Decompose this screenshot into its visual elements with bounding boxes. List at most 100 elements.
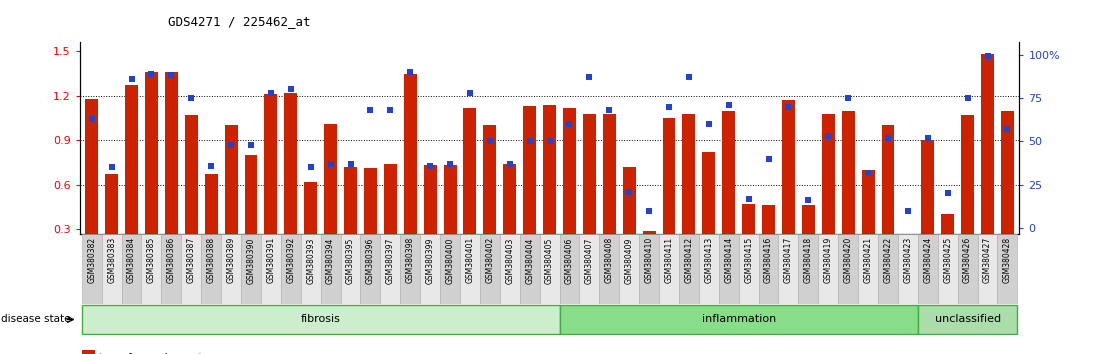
Text: GSM380400: GSM380400 [445, 237, 454, 284]
Text: GSM380421: GSM380421 [863, 237, 873, 283]
Bar [583, 114, 596, 274]
Point [859, 170, 876, 175]
Text: GSM380426: GSM380426 [963, 237, 972, 284]
Bar [380, 234, 400, 304]
Point [281, 86, 299, 92]
Point [123, 76, 141, 82]
Text: GSM380388: GSM380388 [207, 237, 216, 283]
Text: GSM380385: GSM380385 [147, 237, 156, 284]
Text: GSM380404: GSM380404 [525, 237, 534, 284]
Text: GSM380389: GSM380389 [226, 237, 236, 284]
Bar [902, 253, 914, 274]
Text: GSM380413: GSM380413 [705, 237, 714, 284]
Bar [782, 100, 794, 274]
Bar [523, 106, 536, 274]
Bar [260, 234, 280, 304]
Text: unclassified: unclassified [934, 314, 1001, 325]
Bar [560, 305, 917, 334]
Point [919, 135, 936, 141]
Text: GSM380410: GSM380410 [645, 237, 654, 284]
Bar [225, 125, 237, 274]
Bar [977, 234, 997, 304]
Point [938, 190, 956, 196]
Point [820, 133, 838, 139]
Point [381, 107, 399, 113]
Bar [839, 234, 858, 304]
Text: GSM380395: GSM380395 [346, 237, 355, 284]
Text: GSM380399: GSM380399 [425, 237, 434, 284]
Text: GSM380408: GSM380408 [605, 237, 614, 284]
Point [541, 138, 558, 144]
Bar [383, 164, 397, 274]
Text: GSM380415: GSM380415 [745, 237, 753, 284]
Text: GSM380397: GSM380397 [386, 237, 394, 284]
Bar [897, 234, 917, 304]
Bar [659, 234, 679, 304]
Text: fibrosis: fibrosis [300, 314, 340, 325]
Bar [343, 167, 357, 274]
Bar [882, 125, 894, 274]
Bar [320, 234, 340, 304]
Point [561, 121, 578, 127]
Bar [165, 72, 177, 274]
Bar [443, 165, 456, 274]
Point [341, 161, 359, 167]
Point [581, 74, 598, 80]
Bar [563, 108, 576, 274]
Point [301, 165, 319, 170]
Bar [102, 234, 122, 304]
Point [223, 142, 240, 148]
Text: GDS4271 / 225462_at: GDS4271 / 225462_at [168, 15, 311, 28]
Text: GSM380406: GSM380406 [565, 237, 574, 284]
Bar [842, 111, 854, 274]
Bar [520, 234, 540, 304]
Bar [185, 115, 197, 274]
Point [760, 156, 778, 161]
Text: GSM380409: GSM380409 [625, 237, 634, 284]
Bar [762, 205, 774, 274]
Point [401, 69, 419, 75]
Point [183, 95, 201, 101]
Text: GSM380420: GSM380420 [843, 237, 853, 284]
Bar [340, 234, 360, 304]
Text: GSM380403: GSM380403 [505, 237, 514, 284]
Bar [937, 234, 957, 304]
Bar [981, 54, 994, 274]
Bar [957, 234, 977, 304]
Bar [560, 234, 579, 304]
Point [203, 163, 220, 169]
Text: GSM380424: GSM380424 [923, 237, 932, 284]
Bar [579, 234, 599, 304]
Bar [941, 215, 954, 274]
Bar [1001, 111, 1014, 274]
Text: GSM380407: GSM380407 [585, 237, 594, 284]
Text: GSM380417: GSM380417 [784, 237, 793, 284]
Bar [699, 234, 719, 304]
Bar [105, 175, 119, 274]
Bar [360, 234, 380, 304]
Point [461, 90, 479, 96]
Point [640, 208, 658, 213]
Bar [480, 234, 500, 304]
Bar [85, 99, 99, 274]
Bar [862, 170, 874, 274]
Point [421, 163, 439, 169]
Bar [623, 167, 636, 274]
Bar [679, 234, 699, 304]
Bar [819, 234, 839, 304]
Bar [245, 155, 257, 274]
Bar [82, 234, 102, 304]
Bar [202, 234, 222, 304]
Text: inflammation: inflammation [701, 314, 776, 325]
Bar [400, 234, 420, 304]
Point [700, 121, 718, 127]
Bar [205, 175, 217, 274]
Point [839, 95, 856, 101]
Point [441, 161, 459, 167]
Bar [483, 125, 496, 274]
Text: GSM380427: GSM380427 [983, 237, 992, 284]
Text: GSM380394: GSM380394 [326, 237, 335, 284]
Text: GSM380383: GSM380383 [107, 237, 116, 284]
Point [481, 138, 499, 144]
Point [998, 126, 1016, 132]
